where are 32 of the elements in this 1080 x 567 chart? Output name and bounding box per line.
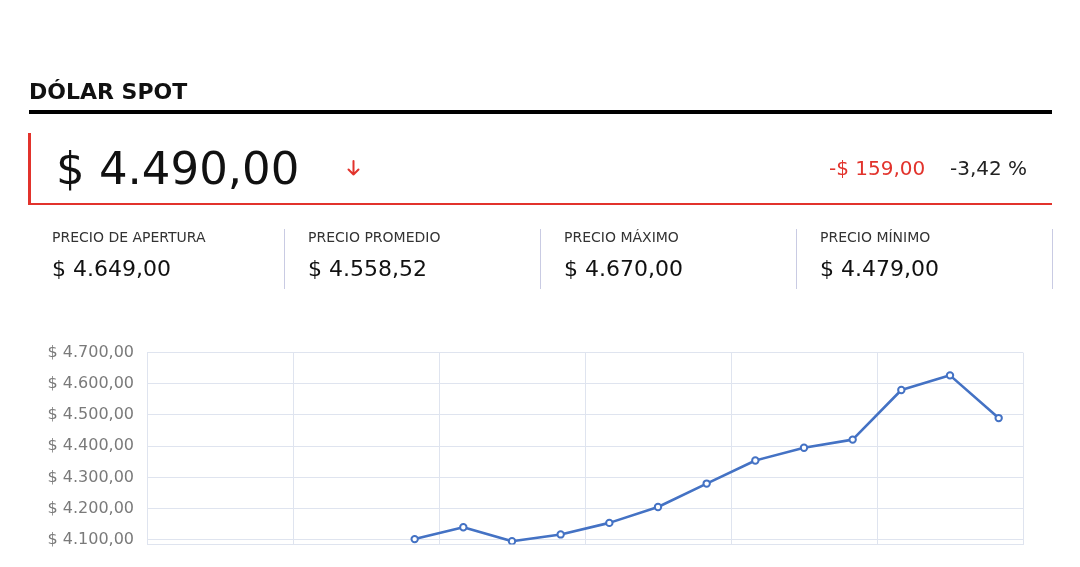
point (605, 518, 614, 528)
text: PRECIO PROMEDIO (308, 229, 441, 245)
point (994, 413, 1003, 423)
y-tick-label: $ 4.500,00 (47, 404, 134, 424)
text: $ 4.670,00 (564, 256, 683, 281)
point (945, 371, 955, 380)
point (751, 456, 760, 465)
point (459, 523, 468, 532)
point (897, 385, 906, 395)
text: PRECIO MÍNIMO (820, 229, 931, 245)
point (848, 435, 857, 444)
text: $ 4.490,00 (56, 141, 300, 195)
y-tick-label: $ 4.600,00 (47, 372, 134, 392)
text: PRECIO MÁXIMO (564, 229, 679, 245)
point (653, 502, 663, 512)
point (410, 534, 419, 544)
text: PRECIO DE APERTURA (52, 229, 206, 245)
text: -$ 159,00 (829, 156, 926, 180)
y-tick-label: $ 4.200,00 (47, 497, 134, 517)
point (702, 479, 711, 488)
text: $ 4.649,00 (52, 256, 171, 281)
y-tick-label: $ 4.400,00 (47, 435, 134, 455)
point (556, 530, 565, 539)
text: $ 4.479,00 (820, 256, 939, 281)
text: -3,42 % (950, 156, 1028, 180)
point (799, 443, 809, 452)
y-tick-label: $ 4.700,00 (47, 341, 134, 361)
point (507, 537, 517, 545)
text: DÓLAR SPOT (29, 79, 188, 104)
y-tick-label: $ 4.100,00 (47, 528, 134, 548)
y-tick-label: $ 4.300,00 (47, 466, 134, 486)
text: $ 4.558,52 (308, 256, 427, 281)
